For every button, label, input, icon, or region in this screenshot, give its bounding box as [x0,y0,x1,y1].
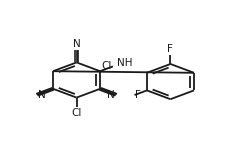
Text: Cl: Cl [102,61,112,71]
Text: N: N [107,90,115,100]
Text: Cl: Cl [71,108,82,118]
Text: N: N [38,90,46,100]
Text: F: F [167,44,173,54]
Text: NH: NH [117,58,132,68]
Text: N: N [73,40,81,49]
Text: F: F [136,90,141,100]
